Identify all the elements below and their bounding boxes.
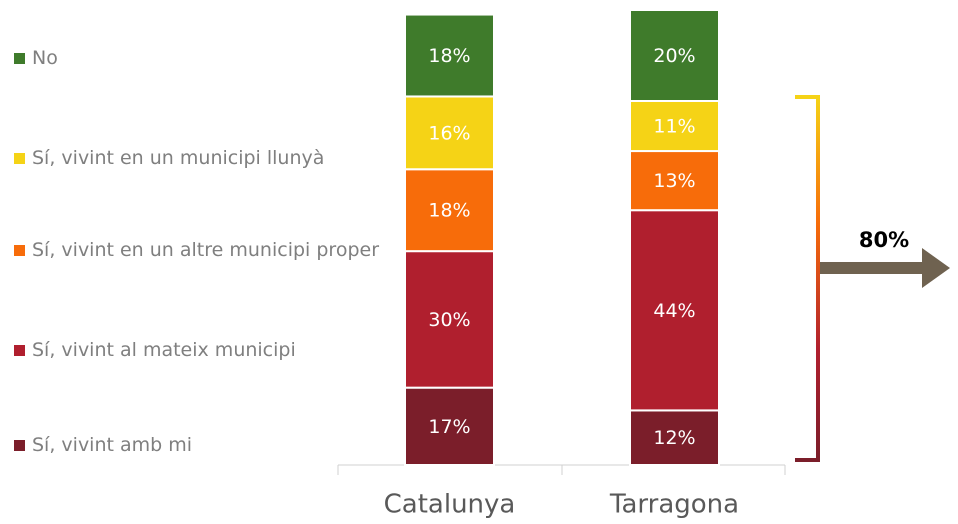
bar-segment <box>404 168 495 253</box>
value-label: 18% <box>428 45 470 67</box>
legend-label: No <box>32 47 58 69</box>
bar-segment <box>404 13 495 98</box>
value-label: 16% <box>428 122 470 144</box>
legend-label: Sí, vivint en un altre municipi proper <box>32 239 380 261</box>
value-label: 30% <box>428 309 470 331</box>
bracket <box>795 95 820 462</box>
value-label: 20% <box>653 45 695 67</box>
legend-swatch <box>14 345 25 356</box>
legend-swatch <box>14 153 25 164</box>
legend-item: Sí, vivint al mateix municipi <box>14 335 394 365</box>
value-label: 13% <box>653 170 695 192</box>
value-label: 12% <box>653 427 695 449</box>
legend-swatch <box>14 53 25 64</box>
x-tick-label: Catalunya <box>384 490 516 520</box>
legend-swatch <box>14 440 25 451</box>
legend-label: Sí, vivint amb mi <box>32 434 193 456</box>
legend-item: Sí, vivint en un altre municipi proper <box>14 235 394 265</box>
value-label: 17% <box>428 416 470 438</box>
value-label: 44% <box>653 300 695 322</box>
x-tick-label: Tarragona <box>609 490 739 520</box>
value-label: 18% <box>428 200 470 222</box>
legend-label: Sí, vivint en un municipi llunyà <box>32 147 325 169</box>
legend-item: Sí, vivint amb mi <box>14 430 394 460</box>
legend-swatch <box>14 245 25 256</box>
bar-segment <box>404 386 495 466</box>
arrow <box>820 248 950 288</box>
annotation: 80% <box>859 228 909 252</box>
bar-segment <box>404 250 495 389</box>
legend-item: No <box>14 43 394 73</box>
bar-segment <box>629 209 720 412</box>
legend-item: Sí, vivint en un municipi llunyà <box>14 143 394 173</box>
bar-segment <box>629 150 720 212</box>
value-label: 11% <box>653 116 695 138</box>
legend-label: Sí, vivint al mateix municipi <box>32 339 296 361</box>
bar-segment <box>629 9 720 102</box>
